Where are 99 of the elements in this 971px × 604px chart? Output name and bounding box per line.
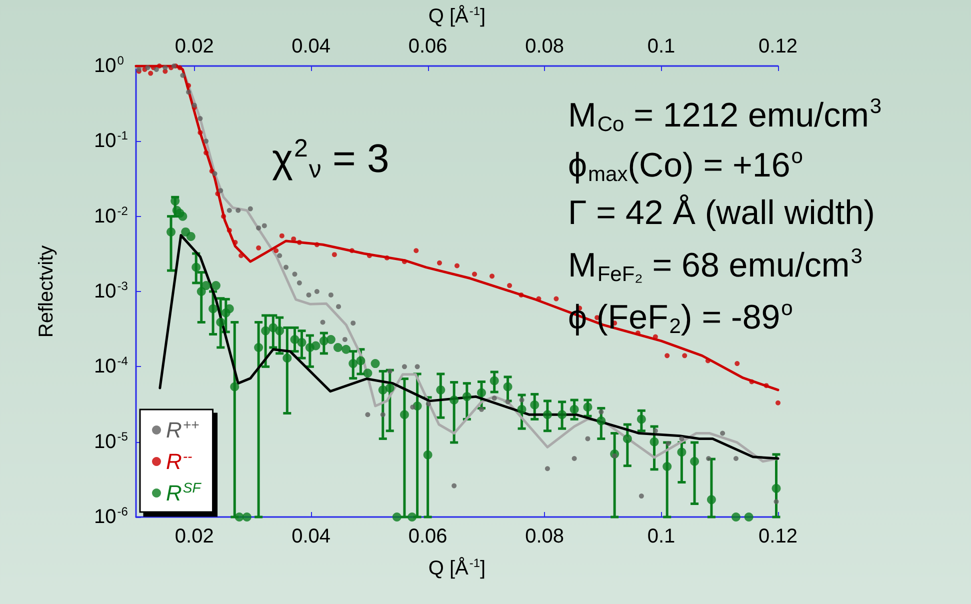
point — [284, 264, 288, 270]
point — [314, 289, 320, 294]
point — [706, 456, 712, 462]
point — [652, 428, 658, 434]
point — [291, 236, 296, 242]
point — [679, 436, 684, 442]
point — [292, 272, 298, 277]
point — [274, 248, 279, 254]
point — [384, 255, 390, 260]
point — [262, 223, 267, 228]
point — [198, 116, 203, 122]
point — [472, 272, 478, 277]
x-tick-label: 0.12 — [758, 526, 798, 548]
point — [402, 259, 407, 264]
annotation: Γ = 42 Å (wall width) — [568, 194, 875, 232]
point — [366, 253, 372, 258]
point — [256, 225, 262, 230]
point — [162, 65, 168, 70]
x-tick-label: 0.08 — [525, 526, 564, 548]
point — [682, 353, 688, 358]
x-tick-label: 0.02 — [174, 526, 214, 548]
point — [306, 292, 312, 298]
point — [218, 188, 224, 194]
x2-tick-label: 0.1 — [647, 36, 676, 58]
point — [349, 248, 354, 254]
point — [492, 396, 497, 401]
x-tick-label: 0.06 — [408, 526, 448, 548]
point — [180, 72, 186, 78]
legend-label: R++ — [166, 416, 200, 442]
point — [414, 248, 419, 254]
point — [204, 150, 209, 156]
point — [454, 263, 460, 268]
point — [148, 70, 154, 76]
point — [186, 83, 192, 88]
point — [519, 398, 524, 403]
point — [638, 494, 644, 499]
legend-label: R-- — [166, 448, 193, 474]
point — [414, 364, 420, 370]
point — [365, 412, 370, 418]
point — [215, 191, 220, 196]
point — [154, 66, 159, 72]
point — [204, 138, 209, 144]
y-axis-title: Reflectvity — [36, 245, 58, 338]
point — [410, 404, 416, 410]
point — [186, 90, 192, 95]
point — [554, 296, 559, 302]
point — [198, 130, 203, 136]
point — [776, 400, 780, 406]
x2-tick-label: 0.02 — [174, 36, 214, 58]
point — [296, 240, 302, 245]
point — [436, 260, 442, 266]
point — [328, 292, 334, 298]
point — [226, 208, 232, 213]
point — [598, 409, 604, 414]
point — [296, 280, 302, 286]
point — [402, 364, 407, 370]
point — [226, 228, 232, 233]
point — [145, 65, 150, 70]
point — [277, 253, 282, 258]
x2-tick-label: 0.12 — [758, 36, 798, 58]
point — [585, 436, 590, 442]
point — [332, 252, 337, 258]
point — [342, 336, 348, 342]
point — [192, 102, 197, 108]
point — [664, 353, 670, 358]
point — [544, 466, 550, 472]
point — [350, 320, 356, 326]
point — [720, 430, 726, 436]
point — [279, 233, 284, 238]
point — [572, 456, 577, 462]
point — [256, 245, 262, 250]
point — [236, 208, 241, 213]
point — [232, 240, 238, 245]
point — [749, 379, 754, 384]
point — [221, 214, 226, 219]
point — [774, 499, 779, 504]
point — [734, 361, 740, 366]
point — [507, 283, 512, 288]
point — [518, 292, 524, 298]
point — [452, 483, 457, 488]
point — [733, 456, 738, 462]
point — [490, 274, 495, 279]
point — [426, 401, 431, 406]
point — [314, 242, 320, 248]
x2-tick-label: 0.04 — [292, 36, 331, 58]
x-tick-label: 0.1 — [647, 526, 676, 548]
point — [380, 412, 386, 418]
point — [336, 304, 342, 310]
x2-tick-label: 0.08 — [525, 36, 564, 58]
point — [248, 206, 253, 212]
point — [177, 65, 182, 70]
point — [764, 383, 769, 388]
point — [238, 253, 244, 258]
point — [212, 171, 218, 176]
point — [320, 320, 326, 325]
point — [666, 441, 671, 446]
x-tick-label: 0.04 — [292, 526, 331, 548]
point — [156, 64, 162, 68]
x2-tick-label: 0.06 — [408, 36, 448, 58]
